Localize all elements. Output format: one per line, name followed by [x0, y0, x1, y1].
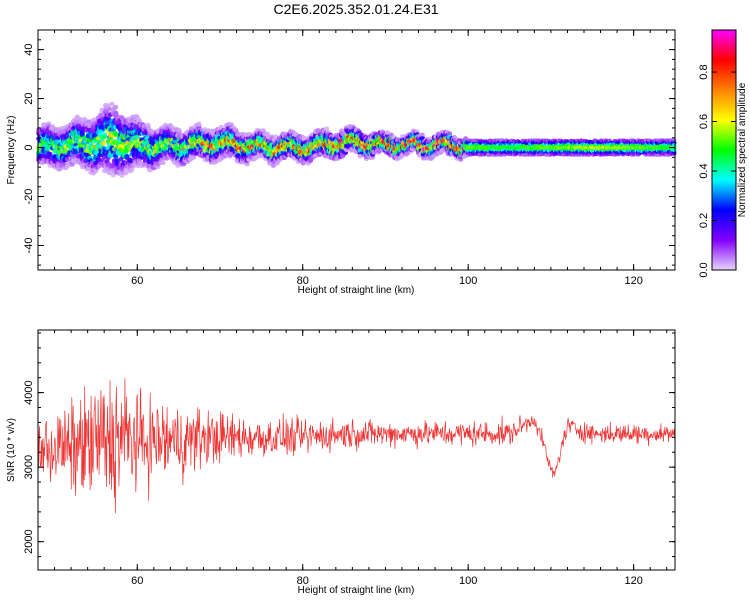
- spectral-sample: [51, 135, 57, 141]
- spectral-sample: [100, 140, 106, 146]
- spectral-sample: [244, 161, 250, 167]
- spectral-sample: [176, 127, 182, 133]
- spectral-sample: [113, 104, 119, 110]
- spectral-sample: [82, 116, 88, 122]
- spectral-sample: [191, 154, 197, 160]
- spectral-sample: [129, 167, 135, 173]
- spectral-sample: [101, 134, 108, 140]
- spectral-sample: [47, 151, 53, 157]
- spectral-sample: [196, 121, 202, 127]
- figure-title: C2E6.2025.352.01.24.E31: [273, 1, 438, 17]
- spectral-sample: [160, 160, 166, 165]
- spectral-sample: [120, 144, 126, 149]
- spectral-sample: [233, 128, 239, 133]
- spectral-sample: [79, 132, 85, 138]
- spectral-sample: [145, 122, 151, 128]
- spectral-sample: [105, 115, 111, 121]
- spectral-sample: [109, 101, 115, 107]
- spectrogram-heatmap: [36, 101, 677, 178]
- spectral-sample: [106, 170, 113, 176]
